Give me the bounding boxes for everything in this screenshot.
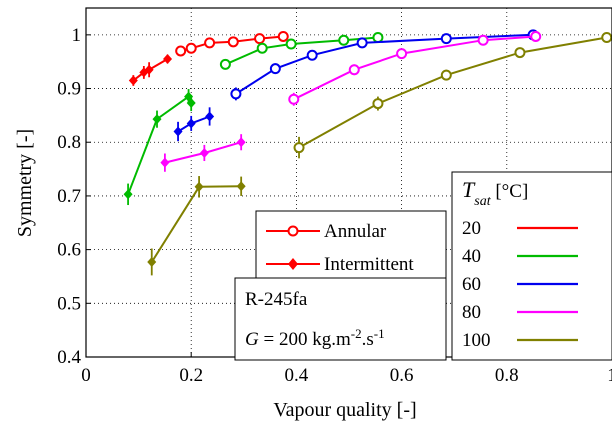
y-tick-label: 0.5 — [57, 293, 81, 314]
annular-point — [219, 58, 231, 70]
series-tsat-60 — [173, 29, 539, 142]
conditions-box-frame — [234, 277, 447, 361]
marker-legend-annular-marker — [287, 225, 299, 237]
mass-flux-mid: .s — [362, 329, 374, 350]
x-tick-label: 0.2 — [179, 365, 203, 386]
tsat-legend-label-80: 80 — [462, 302, 481, 323]
x-tick-label: 0.8 — [495, 365, 519, 386]
x-axis-label: Vapour quality [-] — [273, 399, 416, 421]
tsat-symbol: T — [462, 177, 476, 202]
tsat-unit: [°C] — [491, 181, 529, 202]
annular-line-60 — [235, 33, 534, 95]
intermittent-point — [152, 114, 162, 125]
annular-point — [277, 30, 289, 42]
intermittent-point — [186, 98, 196, 109]
annular-point — [477, 34, 489, 46]
tsat-legend-label-40: 40 — [462, 246, 481, 267]
intermittent-point — [205, 111, 215, 122]
annular-line-100 — [298, 36, 607, 149]
annular-point — [514, 47, 526, 59]
annular-point — [356, 37, 368, 49]
tsat-legend-title: Tsat [°C] — [462, 177, 528, 209]
intermittent-point — [163, 54, 173, 65]
intermittent-point — [186, 118, 196, 129]
annular-point — [440, 69, 452, 81]
annular-point — [372, 98, 384, 110]
y-tick-label: 0.8 — [57, 132, 81, 153]
annular-point — [338, 34, 350, 46]
fluid-label: R-245fa — [245, 289, 308, 310]
intermittent-point — [236, 137, 246, 148]
annular-point — [254, 33, 266, 45]
marker-legend-intermittent-label: Intermittent — [324, 254, 414, 275]
intermittent-point — [128, 75, 138, 86]
y-tick-label: 0.4 — [57, 347, 81, 368]
annular-point — [530, 30, 542, 42]
annular-point — [440, 33, 452, 45]
annular-point — [288, 93, 300, 105]
marker-legend-box — [255, 210, 447, 280]
annular-point — [185, 42, 197, 54]
tsat-legend-box — [451, 171, 612, 361]
tsat-legend-label-20: 20 — [462, 218, 481, 239]
mass-flux-exp1: -2 — [351, 326, 362, 341]
intermittent-point — [144, 64, 154, 75]
conditions-box: R-245fa G = 200 kg.m-2.s-1 — [234, 277, 447, 361]
annular-point — [285, 38, 297, 50]
intermittent-point — [160, 157, 170, 168]
mass-flux-label: G = 200 kg.m-2.s-1 — [245, 326, 385, 351]
marker-legend-intermittent-marker — [288, 258, 298, 270]
tsat-legend: Tsat [°C] 20 40 60 80 100 — [451, 171, 612, 361]
annular-point — [348, 64, 360, 76]
mass-flux-text: = 200 kg.m — [259, 329, 351, 350]
annular-line-80 — [293, 35, 536, 101]
intermittent-point — [173, 126, 183, 137]
tsat-subscript: sat — [474, 194, 491, 209]
intermittent-line-100 — [150, 185, 242, 263]
annular-point — [601, 32, 612, 44]
intermittent-line-40 — [127, 95, 193, 195]
series-tsat-80 — [160, 30, 542, 172]
annular-point — [204, 37, 216, 49]
marker-legend-annular-label: Annular — [324, 221, 387, 242]
intermittent-point — [123, 189, 133, 200]
annular-point — [227, 36, 239, 48]
series-tsat-100 — [147, 32, 612, 276]
annular-point — [396, 48, 408, 60]
y-tick-label: 0.7 — [57, 186, 81, 207]
x-tick-label: 0 — [81, 365, 91, 386]
y-tick-label: 0.6 — [57, 240, 81, 261]
tsat-legend-label-60: 60 — [462, 274, 481, 295]
mass-flux-symbol: G — [245, 329, 259, 350]
y-axis-label: Symmetry [-] — [14, 129, 36, 237]
x-tick-label: 0.4 — [285, 365, 309, 386]
mass-flux-exp2: -1 — [374, 326, 385, 341]
annular-point — [230, 88, 242, 100]
y-tick-label: 1 — [72, 25, 82, 46]
series-tsat-40 — [123, 32, 384, 206]
annular-point — [175, 45, 187, 57]
tsat-legend-label-100: 100 — [462, 330, 491, 351]
marker-legend: Annular Intermittent — [255, 210, 447, 280]
y-tick-label: 0.9 — [57, 79, 81, 100]
annular-point — [269, 63, 281, 75]
annular-point — [293, 142, 305, 154]
annular-point — [372, 32, 384, 44]
x-tick-label: 1 — [607, 365, 612, 386]
intermittent-point — [147, 256, 157, 267]
series-tsat-20 — [128, 30, 289, 86]
annular-point — [256, 42, 268, 54]
axis-ticks: 0 0.2 0.4 0.6 0.8 1 0.4 0.5 0.6 0.7 0.8 0.9 1 — [57, 25, 612, 386]
intermittent-point — [199, 147, 209, 158]
intermittent-point — [194, 181, 204, 192]
annular-point — [306, 49, 318, 61]
intermittent-point — [236, 181, 246, 192]
annular-line-40 — [224, 36, 378, 66]
series-layer — [123, 29, 612, 276]
x-tick-label: 0.6 — [390, 365, 414, 386]
